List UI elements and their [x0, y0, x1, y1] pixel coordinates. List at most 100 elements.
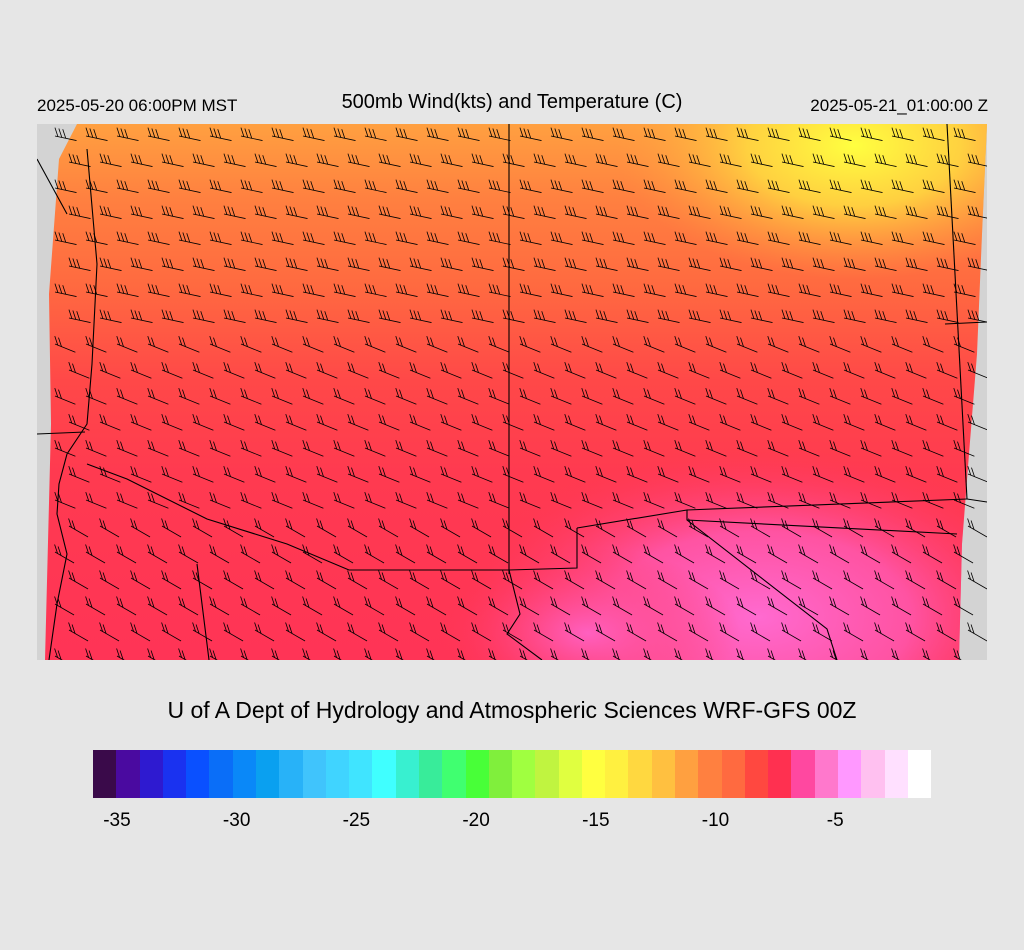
wind-barb-flag — [506, 310, 511, 320]
wind-barb-flag — [899, 181, 904, 191]
wind-barb — [488, 395, 510, 405]
wind-barb-flag — [775, 181, 780, 191]
wind-barb — [643, 395, 665, 405]
wind-barb-flag — [829, 231, 834, 241]
wind-barb-flag — [196, 258, 201, 268]
wind-barb-flag — [248, 129, 253, 139]
wind-barb-flag — [816, 310, 821, 320]
wind-barb-flag — [820, 155, 825, 165]
wind-barb-flag — [72, 206, 77, 216]
wind-barb — [626, 525, 647, 538]
wind-barb-flag — [336, 598, 341, 608]
wind-barb-flag — [510, 311, 515, 321]
wind-barb-flag — [740, 232, 745, 242]
wind-barb-flag — [953, 127, 958, 137]
wind-barb-flag — [243, 598, 248, 608]
wind-barb — [178, 655, 187, 660]
wind-barb-flag — [568, 310, 573, 320]
wind-barb-flag — [523, 493, 527, 503]
wind-barb-flag — [244, 389, 248, 399]
wind-barb-flag — [165, 154, 170, 164]
wind-barb-flag — [815, 520, 820, 530]
wind-barb-flag — [426, 283, 431, 293]
wind-barb-flag — [62, 129, 67, 139]
wind-barb-flag — [589, 233, 594, 243]
wind-barb — [967, 213, 987, 219]
wind-barb-flag — [598, 624, 603, 634]
wind-barb-flag — [677, 650, 682, 660]
wind-barb-flag — [874, 622, 878, 632]
wind-barb-flag — [150, 650, 155, 660]
wind-barb-flag — [186, 233, 191, 243]
wind-barb-flag — [364, 335, 369, 346]
wind-barb-flag — [905, 622, 909, 632]
wind-barb-flag — [554, 337, 558, 347]
wind-barb — [798, 343, 820, 353]
wind-barb — [85, 499, 107, 509]
wind-barb-flag — [705, 335, 710, 346]
wind-barb-flag — [378, 465, 383, 476]
wind-barb-flag — [616, 128, 621, 138]
wind-barb — [285, 213, 308, 219]
wind-barb-flag — [71, 624, 76, 634]
wind-barb-flag — [740, 128, 745, 138]
wind-barb-flag — [319, 624, 324, 634]
wind-barb-flag — [953, 283, 958, 293]
wind-barb-flag — [882, 259, 887, 269]
wind-barb-flag — [492, 493, 496, 503]
wind-barb-flag — [905, 257, 910, 267]
wind-barb-flag — [285, 570, 289, 580]
wind-barb-flag — [643, 283, 648, 293]
wind-barb-flag — [248, 285, 253, 295]
wind-barb — [502, 577, 523, 590]
wind-barb-flag — [891, 387, 896, 398]
wind-barb-flag — [223, 361, 228, 372]
wind-barb-flag — [213, 337, 217, 347]
valid-time-label: 2025-05-21_01:00:00 Z — [810, 96, 988, 115]
wind-barb-flag — [736, 335, 741, 346]
wind-barb — [922, 343, 944, 353]
wind-barb-flag — [271, 127, 276, 137]
wind-barb-flag — [930, 233, 935, 243]
wind-barb — [285, 525, 306, 538]
wind-barb-flag — [967, 622, 971, 632]
wind-barb-flag — [595, 622, 599, 632]
wind-barb — [829, 551, 850, 564]
wind-barb-flag — [802, 493, 806, 503]
wind-barb-flag — [940, 154, 945, 164]
wind-barb-flag — [558, 181, 563, 191]
wind-barb-flag — [967, 257, 972, 267]
colorbar-swatch — [884, 750, 908, 798]
wind-barb — [178, 603, 199, 616]
wind-barb-flag — [661, 258, 666, 268]
wind-barb-flag — [138, 259, 143, 269]
wind-barb-flag — [832, 598, 837, 608]
wind-barb-flag — [164, 624, 169, 634]
wind-barb-flag — [316, 309, 321, 319]
wind-barb-flag — [643, 387, 648, 398]
wind-barb — [550, 655, 559, 660]
wind-barb-flag — [682, 129, 687, 139]
wind-barb-flag — [851, 207, 856, 217]
wind-barb-flag — [182, 128, 187, 138]
wind-barb-flag — [815, 624, 820, 634]
wind-barb-flag — [337, 337, 341, 347]
wind-barb — [953, 603, 974, 616]
wind-barb-flag — [940, 258, 945, 268]
wind-barb-flag — [832, 650, 837, 660]
wind-barb — [364, 187, 387, 193]
wind-barb-flag — [293, 155, 298, 165]
wind-barb — [130, 473, 152, 483]
wind-barb — [533, 577, 554, 590]
wind-barb-flag — [155, 285, 160, 295]
wind-barb-flag — [781, 361, 786, 372]
wind-barb — [347, 577, 368, 590]
wind-barb-flag — [754, 467, 758, 477]
wind-barb — [736, 655, 745, 660]
wind-barb-flag — [68, 622, 72, 632]
colorbar-swatch — [535, 750, 559, 798]
wind-barb-flag — [147, 544, 151, 554]
wind-barb-flag — [488, 335, 493, 346]
wind-barb-flag — [957, 128, 962, 138]
wind-barb — [767, 603, 788, 616]
